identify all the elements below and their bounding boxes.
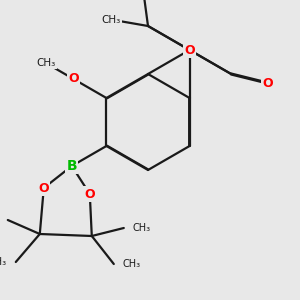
Text: O: O <box>68 73 79 85</box>
Text: CH₃: CH₃ <box>36 58 56 68</box>
Text: CH₃: CH₃ <box>102 15 121 25</box>
Text: O: O <box>263 76 273 90</box>
Text: O: O <box>85 188 95 200</box>
Text: O: O <box>184 44 195 56</box>
Text: CH₃: CH₃ <box>0 257 7 267</box>
Text: CH₃: CH₃ <box>133 223 151 233</box>
Text: O: O <box>184 44 195 56</box>
Text: O: O <box>38 182 49 194</box>
Text: CH₃: CH₃ <box>123 259 141 269</box>
Text: B: B <box>67 159 77 173</box>
